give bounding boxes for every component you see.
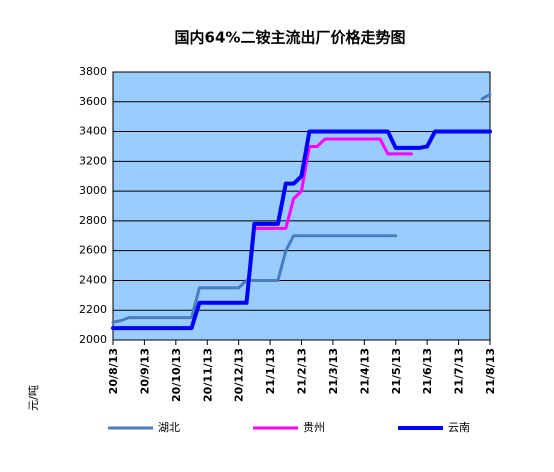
legend-label: 湖北 (158, 421, 180, 434)
x-tick-label: 21/5/13 (390, 348, 403, 394)
x-tick-label: 21/1/13 (264, 348, 277, 394)
x-tick-label: 21/3/13 (327, 348, 340, 394)
x-tick-label: 21/2/13 (296, 348, 309, 394)
legend-label: 云南 (448, 421, 470, 434)
series-line (111, 92, 492, 324)
y-tick-label: 3200 (79, 154, 107, 167)
y-axis-label: 元/吨 (27, 385, 40, 411)
y-tick-label: 2400 (79, 273, 107, 286)
y-tick-label: 3800 (79, 65, 107, 78)
x-tick-label: 21/7/13 (453, 348, 466, 394)
series-line (111, 129, 492, 331)
y-tick-label: 2800 (79, 214, 107, 227)
x-tick-label: 20/12/13 (233, 348, 246, 402)
x-tick-label: 20/10/13 (170, 348, 183, 402)
plot-area (112, 71, 491, 341)
y-tick-label: 2000 (79, 333, 107, 346)
chart-title: 国内64%二铵主流出厂价格走势图 (175, 29, 406, 47)
x-tick-label: 20/9/13 (138, 348, 151, 394)
x-tick-label: 21/8/13 (484, 348, 497, 394)
y-tick-label: 2200 (79, 303, 107, 316)
x-tick-label: 21/4/13 (358, 348, 371, 394)
y-tick-label: 3400 (79, 125, 107, 138)
y-tick-label: 3600 (79, 95, 107, 108)
x-tick-label: 21/6/13 (421, 348, 434, 394)
legend-label: 贵州 (303, 421, 325, 434)
y-tick-label: 3000 (79, 184, 107, 197)
x-tick-label: 20/8/13 (107, 348, 120, 394)
y-tick-label: 2600 (79, 244, 107, 257)
x-tick-label: 20/11/13 (201, 348, 214, 402)
